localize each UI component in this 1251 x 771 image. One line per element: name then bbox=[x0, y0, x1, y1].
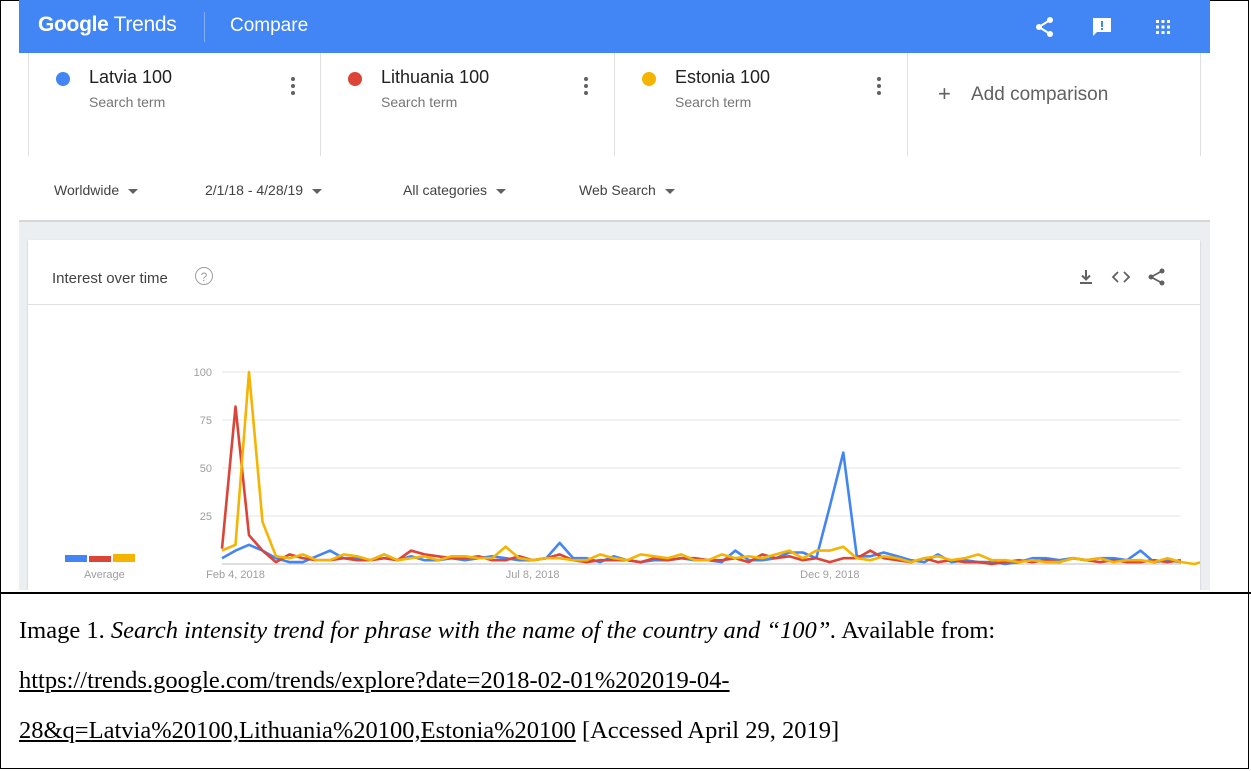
comparison-terms: Latvia 100 Search term Lithuania 100 Sea… bbox=[19, 53, 1210, 156]
average-bar-estonia bbox=[113, 554, 135, 562]
source-link-part-1[interactable]: https://trends.google.com/trends/explore… bbox=[19, 667, 730, 694]
caret-down-icon bbox=[312, 188, 323, 194]
series-line-lithuania-100 bbox=[220, 405, 1182, 566]
caption-line-1: Image 1. Search intensity trend for phra… bbox=[19, 606, 1234, 656]
logo-trends: Trends bbox=[108, 13, 177, 36]
help-icon[interactable]: ? bbox=[195, 267, 213, 285]
add-comparison-label: Add comparison bbox=[971, 84, 1109, 105]
x-tick-label: Feb 4, 2018 bbox=[206, 569, 265, 581]
figure-caption: Image 1. Search intensity trend for phra… bbox=[19, 606, 1234, 756]
average-bar-latvia bbox=[65, 555, 87, 562]
more-options-icon[interactable] bbox=[291, 77, 295, 97]
source-link-part-2[interactable]: 28&q=Latvia%20100,Lithuania%20100,Estoni… bbox=[19, 717, 576, 744]
average-label: Average bbox=[84, 569, 125, 581]
share-icon[interactable] bbox=[1147, 267, 1167, 287]
caption-prefix: Image 1. bbox=[19, 617, 111, 644]
average-bar-lithuania bbox=[89, 556, 111, 562]
card-title: Interest over time bbox=[52, 270, 168, 287]
apps-grid-icon[interactable] bbox=[1151, 15, 1175, 39]
caret-down-icon bbox=[664, 188, 675, 194]
y-tick-label: 75 bbox=[200, 415, 212, 427]
filter-bar: Worldwide 2/1/18 - 4/28/19 All categorie… bbox=[19, 156, 1210, 222]
plus-icon: + bbox=[938, 81, 951, 106]
category-dropdown[interactable]: All categories bbox=[403, 182, 507, 198]
term-color-dot bbox=[642, 72, 656, 86]
term-type: Search term bbox=[381, 94, 458, 110]
series-line-estonia-100 bbox=[221, 370, 1200, 566]
caption-title: Search intensity trend for phrase with t… bbox=[110, 617, 837, 644]
region-dropdown[interactable]: Worldwide bbox=[54, 182, 139, 198]
term-color-dot bbox=[56, 72, 70, 86]
series-line-latvia-100 bbox=[221, 451, 1182, 566]
caption-divider bbox=[0, 592, 1251, 594]
x-tick-label: Dec 9, 2018 bbox=[800, 569, 859, 581]
embed-icon[interactable] bbox=[1111, 267, 1131, 287]
add-comparison-button[interactable]: + Add comparison bbox=[908, 53, 1201, 156]
caret-down-icon bbox=[496, 188, 507, 194]
caption-accessed: [Accessed April 29, 2019] bbox=[575, 717, 840, 744]
term-name: Estonia 100 bbox=[675, 67, 771, 87]
caret-down-icon bbox=[128, 188, 139, 194]
logo-google: Google bbox=[38, 13, 109, 36]
term-type: Search term bbox=[675, 94, 752, 110]
term-latvia-100[interactable]: Latvia 100 Search term bbox=[28, 53, 321, 156]
y-tick-label: 25 bbox=[200, 511, 212, 523]
term-name: Lithuania 100 bbox=[381, 67, 490, 87]
y-tick-label: 100 bbox=[194, 367, 212, 379]
term-type: Search term bbox=[89, 94, 166, 110]
feedback-icon[interactable] bbox=[1090, 15, 1114, 39]
term-lithuania-100[interactable]: Lithuania 100 Search term bbox=[321, 53, 615, 156]
more-options-icon[interactable] bbox=[877, 77, 881, 97]
caption-line-2: https://trends.google.com/trends/explore… bbox=[19, 656, 1234, 706]
term-estonia-100[interactable]: Estonia 100 Search term bbox=[615, 53, 908, 156]
download-icon[interactable] bbox=[1076, 267, 1096, 287]
interest-over-time-card: Interest over time ? Average 100 75 50 25 Fe… bbox=[28, 240, 1200, 590]
term-name: Latvia 100 bbox=[89, 67, 173, 87]
page-title: Compare bbox=[230, 15, 309, 36]
term-color-dot bbox=[348, 72, 362, 86]
property-value: Web Search bbox=[579, 182, 656, 198]
google-trends-logo[interactable]: Google Trends bbox=[38, 13, 177, 37]
app-bar: Google Trends Compare bbox=[19, 0, 1210, 53]
app-bar-divider bbox=[204, 12, 205, 42]
card-header: Interest over time ? bbox=[28, 240, 1200, 305]
property-dropdown[interactable]: Web Search bbox=[579, 182, 675, 198]
date-dropdown[interactable]: 2/1/18 - 4/28/19 bbox=[205, 182, 323, 198]
caption-line-3: 28&q=Latvia%20100,Lithuania%20100,Estoni… bbox=[19, 706, 1234, 756]
share-icon[interactable] bbox=[1033, 15, 1057, 39]
trends-screenshot: Google Trends Compare Latvia 100 Search … bbox=[19, 0, 1210, 590]
x-tick-label: Jul 8, 2018 bbox=[506, 569, 560, 581]
date-value: 2/1/18 - 4/28/19 bbox=[205, 182, 304, 198]
y-tick-label: 50 bbox=[200, 463, 212, 475]
category-value: All categories bbox=[403, 182, 488, 198]
more-options-icon[interactable] bbox=[584, 77, 588, 97]
interest-line-chart: 100 75 50 25 Feb 4, 2018 Jul 8, 2018 Dec 9, 20… bbox=[194, 367, 1200, 581]
region-value: Worldwide bbox=[54, 182, 120, 198]
caption-available: Available from: bbox=[836, 617, 996, 644]
